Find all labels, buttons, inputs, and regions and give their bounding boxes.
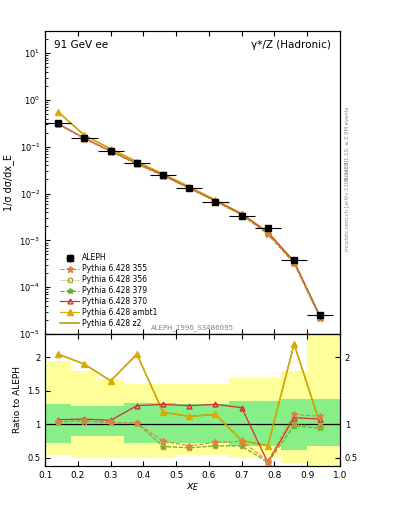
Pythia 6.428 370 [213, 198, 218, 204]
Pythia 6.428 356 [239, 212, 244, 218]
Pythia 6.428 ambt1 [187, 184, 192, 190]
Pythia 6.428 ambt1 [56, 109, 61, 115]
Pythia 6.428 ambt1 [108, 146, 113, 152]
Pythia 6.428 379 [56, 121, 61, 127]
Pythia 6.428 370 [134, 160, 139, 166]
Bar [97, 379, 124, 458]
Pythia 6.428 379 [213, 198, 218, 204]
Pythia 6.428 z2 [318, 314, 323, 320]
Pythia 6.428 355 [82, 136, 87, 142]
Bar [176, 404, 229, 443]
Bar [45, 361, 72, 455]
Pythia 6.428 379 [108, 148, 113, 155]
Bar [124, 384, 176, 458]
Pythia 6.428 370 [292, 259, 296, 265]
Pythia 6.428 z2 [56, 109, 61, 115]
Line: Pythia 6.428 z2: Pythia 6.428 z2 [58, 112, 320, 317]
Pythia 6.428 355 [266, 230, 270, 237]
Bar [229, 377, 281, 458]
Pythia 6.428 379 [82, 136, 87, 142]
Pythia 6.428 370 [239, 211, 244, 218]
Pythia 6.428 379 [292, 261, 296, 267]
Pythia 6.428 356 [187, 185, 192, 191]
Pythia 6.428 z2 [82, 132, 87, 138]
Pythia 6.428 370 [161, 172, 165, 178]
Line: Pythia 6.428 356: Pythia 6.428 356 [56, 122, 322, 320]
Pythia 6.428 ambt1 [266, 229, 270, 235]
Pythia 6.428 355 [187, 185, 192, 191]
Pythia 6.428 ambt1 [134, 159, 139, 165]
Pythia 6.428 356 [82, 136, 87, 142]
Bar [72, 371, 97, 458]
Bar [45, 404, 72, 443]
Pythia 6.428 379 [318, 315, 323, 322]
Pythia 6.428 370 [266, 230, 270, 236]
Text: Rivet 3.1.10, ≥ 2.9M events: Rivet 3.1.10, ≥ 2.9M events [345, 106, 350, 180]
Pythia 6.428 370 [187, 185, 192, 191]
Pythia 6.428 356 [56, 121, 61, 127]
Pythia 6.428 z2 [213, 197, 218, 203]
Y-axis label: Ratio to ALEPH: Ratio to ALEPH [13, 367, 22, 434]
Pythia 6.428 ambt1 [82, 132, 87, 138]
Bar [97, 407, 124, 436]
Bar [176, 384, 229, 455]
Bar [307, 399, 340, 446]
Pythia 6.428 356 [108, 148, 113, 155]
Line: Pythia 6.428 379: Pythia 6.428 379 [55, 122, 323, 321]
Line: Pythia 6.428 ambt1: Pythia 6.428 ambt1 [55, 109, 323, 320]
Pythia 6.428 355 [213, 198, 218, 204]
Pythia 6.428 355 [318, 315, 323, 321]
Pythia 6.428 379 [134, 161, 139, 167]
Pythia 6.428 355 [292, 260, 296, 266]
Bar [72, 407, 97, 436]
Pythia 6.428 370 [56, 121, 61, 127]
Pythia 6.428 355 [108, 148, 113, 155]
Pythia 6.428 379 [187, 185, 192, 191]
Pythia 6.428 ambt1 [213, 197, 218, 203]
Pythia 6.428 356 [161, 173, 165, 179]
Pythia 6.428 355 [239, 212, 244, 218]
Pythia 6.428 z2 [187, 184, 192, 190]
Pythia 6.428 z2 [292, 259, 296, 265]
Pythia 6.428 370 [108, 148, 113, 154]
Line: Pythia 6.428 355: Pythia 6.428 355 [55, 121, 324, 322]
Bar [281, 371, 307, 463]
Bar [307, 334, 340, 466]
Pythia 6.428 356 [134, 161, 139, 167]
Pythia 6.428 ambt1 [292, 259, 296, 265]
Pythia 6.428 ambt1 [318, 314, 323, 320]
Line: Pythia 6.428 370: Pythia 6.428 370 [56, 121, 323, 319]
Pythia 6.428 355 [134, 161, 139, 167]
Pythia 6.428 370 [318, 314, 323, 320]
Pythia 6.428 379 [161, 173, 165, 179]
Pythia 6.428 z2 [134, 159, 139, 165]
Pythia 6.428 z2 [239, 211, 244, 217]
Pythia 6.428 370 [82, 135, 87, 141]
Pythia 6.428 379 [266, 231, 270, 238]
Pythia 6.428 355 [161, 173, 165, 179]
Pythia 6.428 355 [56, 121, 61, 127]
Text: mcplots.cern.ch [arXiv:1306.3438]: mcplots.cern.ch [arXiv:1306.3438] [345, 159, 350, 250]
Pythia 6.428 379 [239, 212, 244, 218]
X-axis label: $x_E$: $x_E$ [186, 481, 199, 493]
Pythia 6.428 ambt1 [161, 171, 165, 177]
Legend: ALEPH, Pythia 6.428 355, Pythia 6.428 356, Pythia 6.428 379, Pythia 6.428 370, P: ALEPH, Pythia 6.428 355, Pythia 6.428 35… [58, 251, 160, 330]
Text: γ*/Z (Hadronic): γ*/Z (Hadronic) [251, 40, 331, 50]
Bar [229, 401, 281, 446]
Pythia 6.428 356 [318, 315, 323, 321]
Pythia 6.428 356 [213, 198, 218, 204]
Text: ALEPH_1996_S3486095: ALEPH_1996_S3486095 [151, 324, 234, 331]
Text: 91 GeV ee: 91 GeV ee [54, 40, 108, 50]
Pythia 6.428 z2 [161, 171, 165, 177]
Pythia 6.428 356 [292, 260, 296, 266]
Pythia 6.428 356 [266, 230, 270, 237]
Pythia 6.428 z2 [266, 229, 270, 235]
Pythia 6.428 z2 [108, 146, 113, 152]
Pythia 6.428 ambt1 [239, 211, 244, 217]
Bar [281, 399, 307, 450]
Y-axis label: 1/σ dσ/dx_E: 1/σ dσ/dx_E [3, 154, 14, 211]
Bar [124, 403, 176, 443]
